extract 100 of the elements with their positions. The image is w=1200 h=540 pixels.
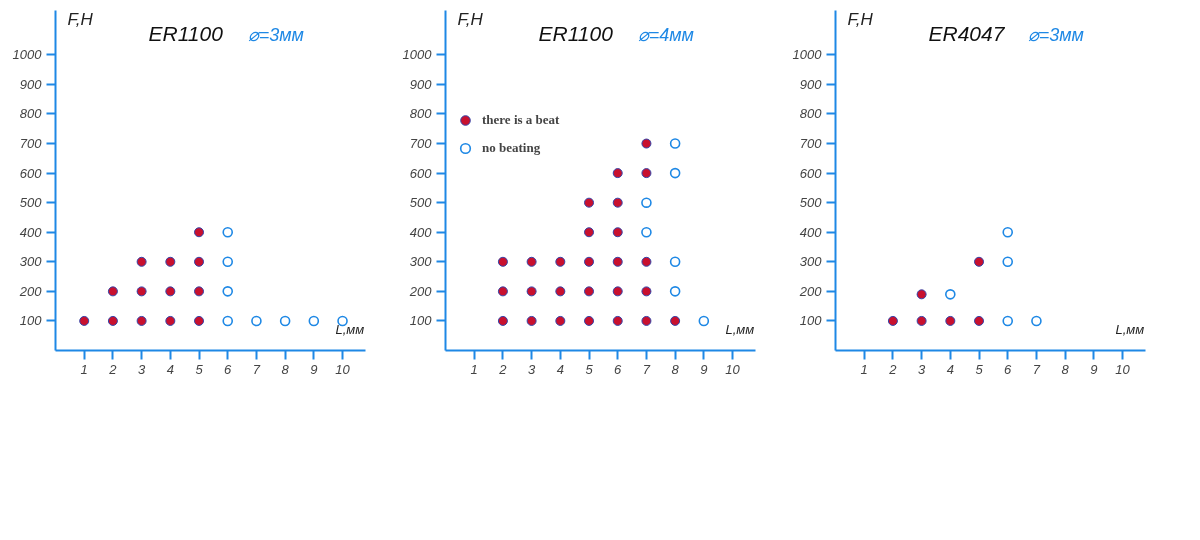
x-tick-label: 3 xyxy=(918,361,926,377)
point xyxy=(222,226,234,238)
x-tick-label: 10 xyxy=(725,361,741,377)
x-tick-label: 4 xyxy=(166,361,174,377)
point xyxy=(669,138,681,149)
point xyxy=(669,286,681,297)
point xyxy=(79,315,90,326)
point xyxy=(222,315,234,327)
y-tick-label: 700 xyxy=(409,136,433,152)
point xyxy=(1002,226,1014,238)
x-tick-label: 7 xyxy=(1032,361,1041,377)
y-tick-label: 900 xyxy=(799,76,823,92)
point xyxy=(165,256,176,267)
x-tick-label: 10 xyxy=(335,361,351,377)
point xyxy=(641,226,652,238)
y-axis-title: F,H xyxy=(457,9,484,29)
point xyxy=(670,315,681,326)
point xyxy=(555,286,566,297)
x-tick-label: 4 xyxy=(556,361,564,377)
point xyxy=(584,197,595,208)
x-tick-label: 2 xyxy=(498,361,508,377)
x-tick-label: 3 xyxy=(528,361,536,377)
point xyxy=(526,256,537,267)
point xyxy=(945,315,956,326)
point xyxy=(107,315,118,326)
point xyxy=(612,286,623,297)
x-tick-label: 9 xyxy=(700,361,708,377)
point xyxy=(612,227,623,238)
y-tick-label: 1000 xyxy=(12,47,43,63)
point xyxy=(641,286,652,297)
y-tick-label: 100 xyxy=(19,313,43,329)
annotation: ER1100 xyxy=(148,21,224,45)
y-tick-label: 800 xyxy=(409,106,433,122)
point xyxy=(641,256,652,267)
x-tick-label: 6 xyxy=(224,361,233,377)
x-tick-label: 5 xyxy=(975,361,984,377)
y-tick-label: 900 xyxy=(409,76,433,92)
point xyxy=(669,167,681,179)
x-tick-label: 2 xyxy=(888,361,898,377)
point xyxy=(136,315,147,326)
y-tick-label: 700 xyxy=(19,136,43,152)
y-tick-label: 200 xyxy=(18,283,43,299)
point xyxy=(555,315,566,326)
point xyxy=(612,256,623,267)
point xyxy=(584,315,595,326)
y-axis-title: F,H xyxy=(847,9,874,29)
x-axis-title: L,мм xyxy=(1115,321,1145,337)
x-tick-label: 6 xyxy=(1004,361,1013,377)
point xyxy=(165,315,176,326)
point xyxy=(916,315,927,326)
point xyxy=(194,286,205,297)
y-tick-label: 500 xyxy=(799,195,823,211)
y-tick-label: 1000 xyxy=(792,47,823,63)
y-tick-label: 300 xyxy=(19,254,43,270)
x-axis-title: L,мм xyxy=(335,321,365,337)
point xyxy=(887,315,898,326)
point xyxy=(584,227,595,238)
point xyxy=(497,315,508,326)
x-tick-label: 10 xyxy=(1115,361,1131,377)
x-tick-label: 9 xyxy=(1090,361,1098,377)
x-tick-label: 6 xyxy=(614,361,623,377)
y-tick-label: 400 xyxy=(19,224,43,240)
y-tick-label: 300 xyxy=(799,254,823,270)
x-tick-label: 1 xyxy=(470,361,478,377)
y-tick-label: 600 xyxy=(19,165,43,181)
point xyxy=(945,289,956,300)
x-tick-label: 7 xyxy=(642,361,651,377)
x-tick-label: 1 xyxy=(860,361,868,377)
x-tick-label: 8 xyxy=(1061,361,1070,377)
annotation: ER1100 xyxy=(538,21,614,45)
point xyxy=(1002,315,1014,327)
y-tick-label: 1000 xyxy=(402,47,433,63)
y-tick-label: 800 xyxy=(799,106,823,122)
x-tick-label: 8 xyxy=(671,361,680,377)
point xyxy=(555,256,566,267)
y-tick-label: 600 xyxy=(799,165,823,181)
x-tick-label: 8 xyxy=(281,361,290,377)
legend-label: there is a beat xyxy=(482,112,560,128)
x-tick-label: 5 xyxy=(195,361,204,377)
point xyxy=(526,286,537,297)
point xyxy=(497,286,508,297)
point xyxy=(916,289,927,300)
annotation: ⌀=4мм xyxy=(637,24,694,45)
point xyxy=(107,286,118,297)
x-tick-label: 7 xyxy=(252,361,261,377)
point xyxy=(669,256,681,268)
x-tick-label: 2 xyxy=(108,361,118,377)
x-tick-label: 4 xyxy=(946,361,954,377)
point xyxy=(612,315,623,326)
y-tick-label: 200 xyxy=(408,283,433,299)
x-tick-label: 5 xyxy=(585,361,594,377)
point xyxy=(1031,315,1042,327)
point xyxy=(641,197,652,208)
y-tick-label: 200 xyxy=(798,283,823,299)
point xyxy=(698,315,710,327)
point xyxy=(612,168,623,179)
point xyxy=(497,256,508,267)
point xyxy=(974,315,985,326)
y-tick-label: 100 xyxy=(409,313,433,329)
point xyxy=(194,227,205,238)
